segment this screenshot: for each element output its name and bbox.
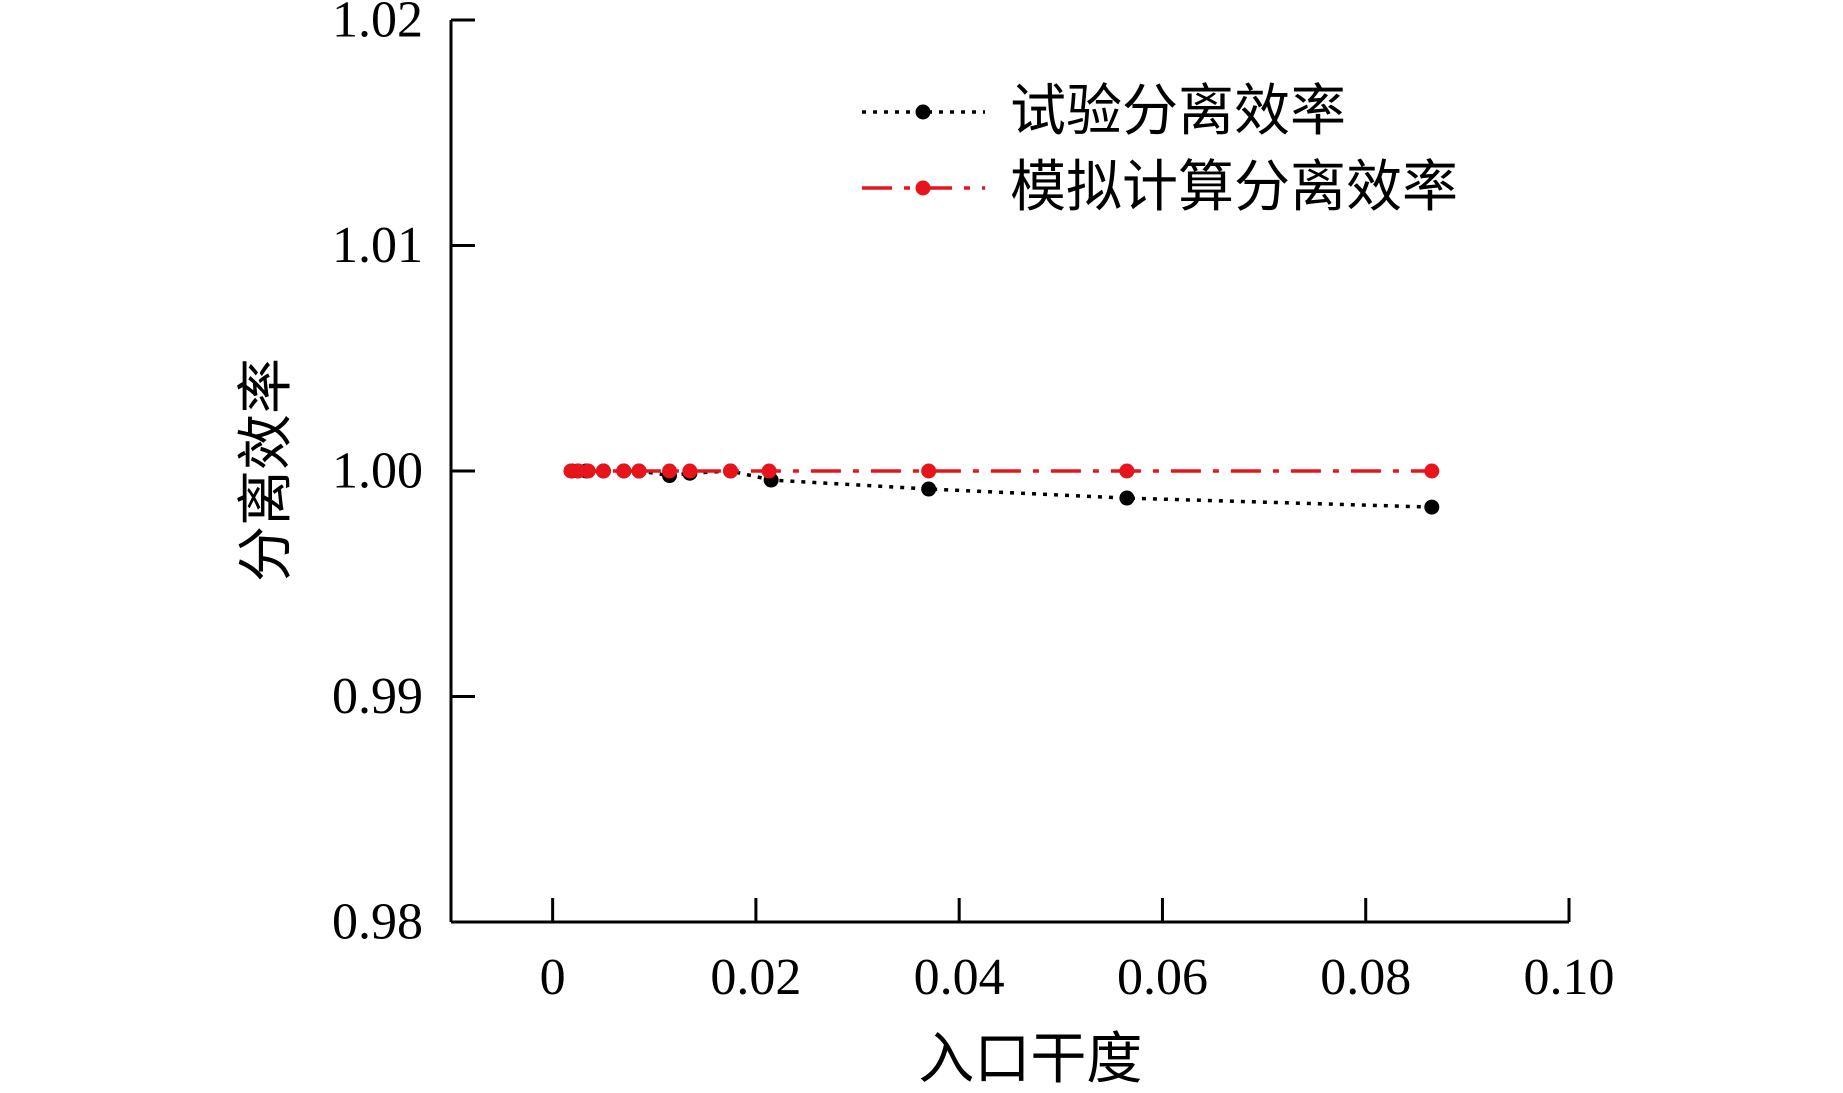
x-tick-label: 0 — [540, 949, 566, 1006]
data-point — [921, 463, 937, 479]
legend-label: 模拟计算分离效率 — [1010, 157, 1458, 219]
data-point — [1119, 490, 1135, 506]
x-axis-title: 入口干度 — [918, 1029, 1142, 1091]
legend-item: 试验分离效率 — [862, 81, 1346, 143]
y-tick-label: 1.02 — [332, 0, 423, 49]
legend-label: 试验分离效率 — [1010, 81, 1346, 143]
legend-item: 模拟计算分离效率 — [862, 157, 1458, 219]
data-point — [1119, 463, 1135, 479]
x-tick-label: 0.04 — [914, 949, 1005, 1006]
data-point — [723, 463, 738, 479]
series-line — [571, 469, 1432, 509]
y-axis-ticks: 0.98 0.99 1.00 1.01 1.02 — [332, 0, 475, 951]
data-point — [1424, 463, 1440, 479]
x-tick-label: 0.10 — [1524, 949, 1615, 1006]
y-tick-label: 0.99 — [332, 668, 423, 725]
series-2 — [563, 463, 1440, 479]
data-point — [1424, 499, 1440, 515]
data-point — [682, 463, 698, 479]
x-axis-ticks: 0 0.02 0.04 0.06 0.08 0.10 — [540, 898, 1615, 1006]
y-tick-label: 1.00 — [332, 443, 423, 500]
data-point — [662, 463, 678, 479]
x-tick-label: 0.08 — [1320, 949, 1411, 1006]
y-tick-label: 0.98 — [332, 894, 423, 951]
series-group — [563, 463, 1440, 515]
data-point — [631, 463, 647, 479]
data-point — [761, 463, 777, 479]
legend-marker — [915, 180, 931, 196]
data-point — [595, 463, 611, 479]
x-tick-label: 0.06 — [1117, 949, 1208, 1006]
x-tick-label: 0.02 — [710, 949, 801, 1006]
data-point — [580, 463, 596, 479]
data-point — [921, 481, 937, 497]
y-tick-label: 1.01 — [332, 217, 423, 274]
data-point — [616, 463, 632, 479]
legend-marker — [915, 104, 931, 120]
y-axis-title: 分离效率 — [236, 358, 298, 582]
